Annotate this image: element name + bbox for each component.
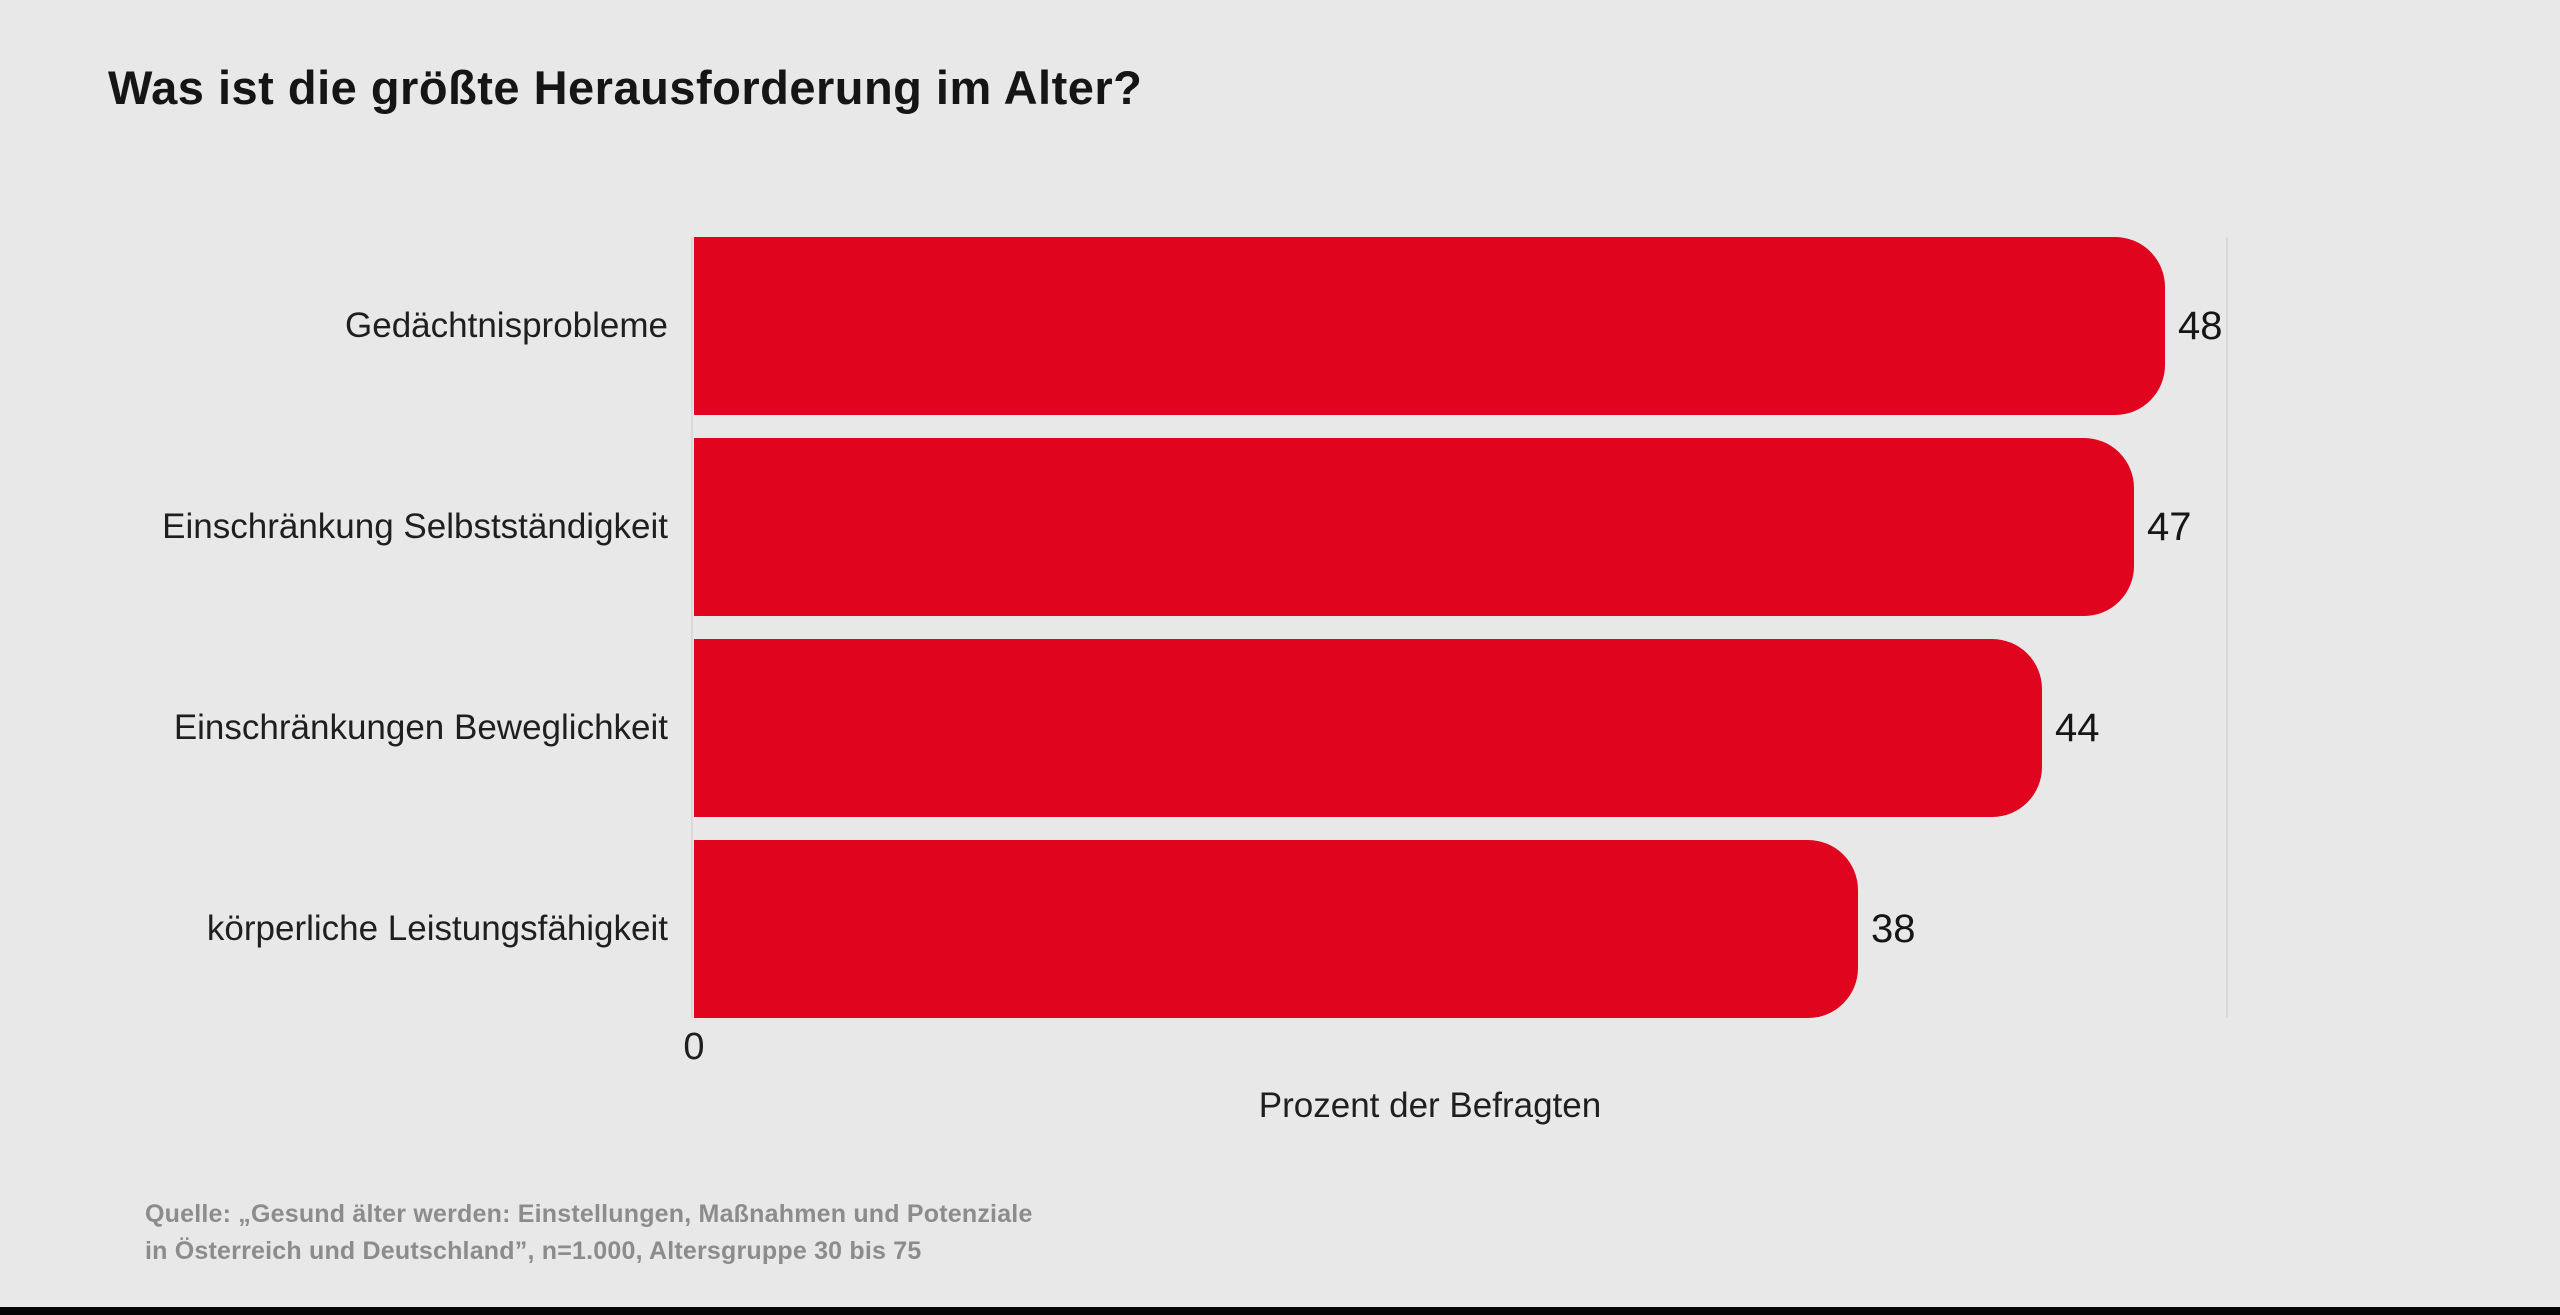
bar-row: Einschränkung Selbstständigkeit 47: [0, 438, 2560, 616]
category-label: körperliche Leistungsfähigkeit: [206, 909, 668, 948]
bar: [694, 840, 1858, 1018]
category-label: Gedächtnisprobleme: [345, 306, 668, 345]
gridline-max: [2226, 237, 2228, 1018]
chart-title: Was ist die größte Herausforderung im Al…: [108, 61, 1143, 114]
value-label: 47: [2147, 505, 2192, 549]
bar-row: körperliche Leistungsfähigkeit 38: [0, 840, 2560, 1018]
category-label: Einschränkungen Beweglichkeit: [173, 708, 668, 747]
bar: [694, 639, 2042, 817]
gridline-zero: [691, 237, 693, 1018]
source-line-1: Quelle: „Gesund älter werden: Einstellun…: [145, 1200, 1033, 1228]
x-axis-tick-0: 0: [683, 1026, 705, 1068]
bar-row: Einschränkungen Beweglichkeit 44: [0, 639, 2560, 817]
source-line-2: in Österreich und Deutschland”, n=1.000,…: [145, 1237, 922, 1265]
source-note: Quelle: „Gesund älter werden: Einstellun…: [145, 1196, 1033, 1270]
value-label: 44: [2055, 706, 2100, 750]
bottom-black-bar: [0, 1307, 2560, 1315]
x-axis-label: Prozent der Befragten: [1258, 1086, 1602, 1125]
value-label: 38: [1871, 907, 1916, 951]
bar: [694, 438, 2134, 616]
bar-row: Gedächtnisprobleme 48: [0, 237, 2560, 415]
bar: [694, 237, 2165, 415]
category-label: Einschränkung Selbstständigkeit: [162, 507, 668, 546]
value-label: 48: [2178, 304, 2223, 348]
